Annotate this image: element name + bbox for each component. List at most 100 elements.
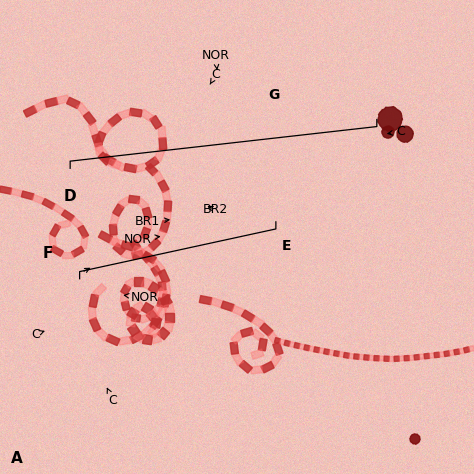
Polygon shape <box>334 351 339 356</box>
Polygon shape <box>394 356 400 361</box>
Polygon shape <box>122 250 133 259</box>
Polygon shape <box>164 211 171 222</box>
Polygon shape <box>23 106 37 117</box>
Polygon shape <box>454 349 460 355</box>
Polygon shape <box>156 305 167 319</box>
Polygon shape <box>140 109 154 121</box>
Polygon shape <box>34 100 47 112</box>
Polygon shape <box>239 360 252 373</box>
Polygon shape <box>232 352 244 365</box>
Polygon shape <box>133 330 146 343</box>
Polygon shape <box>155 273 164 283</box>
Text: D: D <box>64 189 77 204</box>
Polygon shape <box>70 217 83 229</box>
Polygon shape <box>260 323 273 336</box>
Polygon shape <box>21 191 34 200</box>
Polygon shape <box>364 355 369 360</box>
Polygon shape <box>106 334 120 346</box>
Polygon shape <box>267 332 280 345</box>
Polygon shape <box>397 126 413 142</box>
Polygon shape <box>404 356 410 361</box>
Polygon shape <box>439 352 445 357</box>
Polygon shape <box>109 224 117 235</box>
Polygon shape <box>135 246 146 257</box>
Polygon shape <box>89 294 99 308</box>
Polygon shape <box>140 227 150 239</box>
Text: G: G <box>268 88 279 102</box>
Polygon shape <box>369 355 374 361</box>
Polygon shape <box>162 191 171 202</box>
Polygon shape <box>289 341 295 347</box>
Polygon shape <box>142 207 152 219</box>
Polygon shape <box>93 283 107 297</box>
Polygon shape <box>258 338 267 351</box>
Polygon shape <box>125 278 136 288</box>
Polygon shape <box>251 316 264 328</box>
Polygon shape <box>155 230 166 242</box>
Polygon shape <box>124 308 135 319</box>
Polygon shape <box>118 109 131 119</box>
Polygon shape <box>158 270 170 283</box>
Polygon shape <box>221 301 234 311</box>
Polygon shape <box>160 295 172 307</box>
Text: BR1: BR1 <box>134 215 169 228</box>
Polygon shape <box>62 252 73 258</box>
Polygon shape <box>379 356 384 361</box>
Polygon shape <box>108 114 121 127</box>
Polygon shape <box>410 434 420 444</box>
Polygon shape <box>151 318 161 328</box>
Polygon shape <box>51 246 64 256</box>
Polygon shape <box>270 353 282 366</box>
Text: C: C <box>388 125 405 138</box>
Polygon shape <box>120 293 128 302</box>
Polygon shape <box>274 337 281 344</box>
Polygon shape <box>88 307 96 319</box>
Text: NOR: NOR <box>123 233 160 246</box>
Polygon shape <box>139 314 149 323</box>
Text: NOR: NOR <box>124 291 159 304</box>
Polygon shape <box>284 340 290 346</box>
Polygon shape <box>109 237 123 247</box>
Polygon shape <box>32 194 45 204</box>
Polygon shape <box>151 265 161 276</box>
Polygon shape <box>155 288 167 300</box>
Polygon shape <box>374 356 379 361</box>
Polygon shape <box>141 302 154 315</box>
Polygon shape <box>354 354 359 359</box>
Polygon shape <box>141 252 152 263</box>
Polygon shape <box>241 310 255 322</box>
Polygon shape <box>273 342 283 356</box>
Text: BR2: BR2 <box>203 203 228 217</box>
Polygon shape <box>344 353 349 358</box>
Polygon shape <box>81 237 88 249</box>
Polygon shape <box>324 349 329 355</box>
Polygon shape <box>158 126 166 138</box>
Polygon shape <box>230 342 238 354</box>
Text: C: C <box>31 328 44 341</box>
Polygon shape <box>67 97 80 109</box>
Polygon shape <box>261 362 274 373</box>
Polygon shape <box>95 144 108 158</box>
Polygon shape <box>133 301 146 314</box>
Polygon shape <box>143 335 153 345</box>
Polygon shape <box>148 282 161 294</box>
Polygon shape <box>319 348 325 354</box>
Polygon shape <box>164 201 172 212</box>
Text: F: F <box>43 246 53 261</box>
Polygon shape <box>95 131 106 145</box>
Polygon shape <box>124 164 137 173</box>
Polygon shape <box>314 347 319 353</box>
Polygon shape <box>279 339 285 345</box>
Text: NOR: NOR <box>201 49 230 69</box>
Polygon shape <box>62 210 74 221</box>
Polygon shape <box>148 238 161 250</box>
Polygon shape <box>98 152 111 165</box>
Polygon shape <box>449 350 455 356</box>
Polygon shape <box>389 356 394 362</box>
Polygon shape <box>132 235 144 245</box>
Polygon shape <box>146 157 159 169</box>
Polygon shape <box>158 282 166 291</box>
Polygon shape <box>159 290 167 299</box>
Polygon shape <box>349 354 354 359</box>
Polygon shape <box>294 343 300 348</box>
